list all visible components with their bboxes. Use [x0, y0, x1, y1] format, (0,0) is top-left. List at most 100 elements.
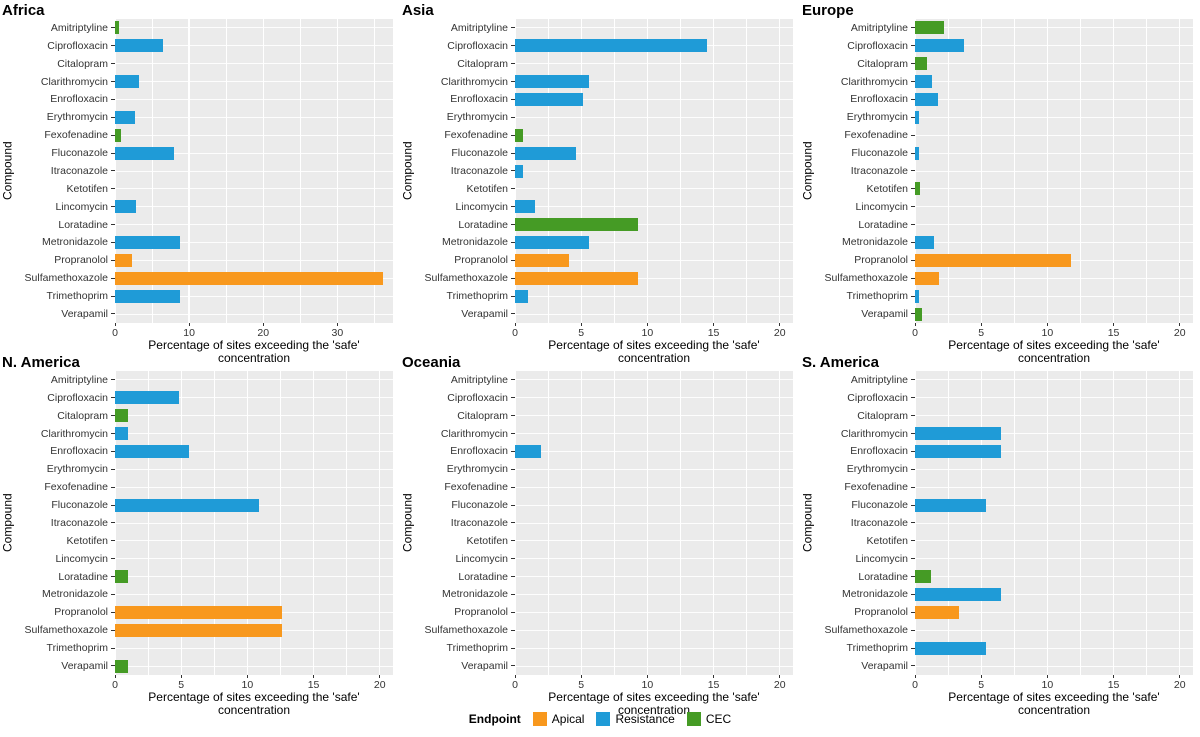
horizontal-gridline — [515, 63, 793, 65]
horizontal-gridline — [115, 170, 393, 172]
y-axis-row: Metronidazole — [15, 234, 115, 252]
y-tick-mark — [511, 379, 515, 381]
bar-clarithromycin — [915, 427, 1002, 441]
compound-label: Enrofloxacin — [450, 445, 508, 458]
bar-citalopram — [915, 57, 927, 71]
y-tick-mark — [111, 415, 115, 417]
y-axis-row: Fexofenadine — [15, 126, 115, 144]
bar-loratadine — [115, 570, 129, 584]
y-tick-mark — [511, 415, 515, 417]
horizontal-gridline — [915, 152, 1193, 154]
compound-label: Clarithromycin — [840, 427, 908, 440]
y-axis-row: Amitriptyline — [15, 19, 115, 37]
horizontal-gridline — [515, 397, 793, 399]
y-tick-mark — [911, 647, 915, 649]
horizontal-gridline — [515, 540, 793, 542]
y-tick-mark — [511, 486, 515, 488]
y-tick-mark — [911, 611, 915, 613]
bar-propranolol — [915, 253, 1072, 267]
x-tick-label: 0 — [912, 327, 918, 339]
plot-column: 0 5 10 15 20 Percentage of sites exceeding th… — [112, 371, 400, 717]
horizontal-gridline — [515, 415, 793, 417]
panel-title: Asia — [402, 2, 434, 19]
y-axis-row: Enrofloxacin — [415, 91, 515, 109]
y-tick-mark — [111, 665, 115, 667]
x-axis-title: Percentage of sites exceeding the 'safe'… — [548, 690, 760, 717]
y-tick-mark — [111, 486, 115, 488]
y-tick-mark — [511, 241, 515, 243]
compound-label: Erythromycin — [46, 111, 108, 124]
y-axis-row: Sulfamethoxazole — [815, 269, 915, 287]
horizontal-gridline — [915, 134, 1193, 136]
compound-label: Enrofloxacin — [850, 445, 908, 458]
bar-metronidazole — [915, 588, 1002, 602]
bar-lincomycin — [115, 200, 137, 214]
y-tick-mark — [911, 81, 915, 83]
compound-label: Fexofenadine — [444, 481, 508, 494]
y-axis-title: Compound — [0, 493, 15, 553]
x-tick-mark — [180, 675, 182, 678]
bar-clarithromycin — [515, 75, 590, 89]
y-axis-row: Metronidazole — [15, 586, 115, 604]
compound-label: Fexofenadine — [444, 129, 508, 142]
y-axis-row: Amitriptyline — [15, 371, 115, 389]
y-tick-mark — [111, 27, 115, 29]
y-tick-mark — [111, 98, 115, 100]
y-tick-mark — [111, 170, 115, 172]
horizontal-gridline — [115, 522, 393, 524]
bar-erythromycin — [915, 110, 919, 124]
y-tick-mark — [511, 45, 515, 47]
chart-panel: Asia Compound Amitriptyline Ciprofloxacin Ci… — [400, 0, 800, 365]
compound-label: Propranolol — [454, 254, 508, 267]
horizontal-gridline — [515, 665, 793, 667]
y-axis-row: Ciprofloxacin — [815, 37, 915, 55]
y-axis-row: Ciprofloxacin — [15, 37, 115, 55]
y-axis-row: Metronidazole — [415, 586, 515, 604]
y-axis-row: Sulfamethoxazole — [415, 269, 515, 287]
compound-label: Erythromycin — [846, 111, 908, 124]
x-tick-label: 0 — [512, 327, 518, 339]
y-axis-row: Itraconazole — [415, 514, 515, 532]
y-tick-mark — [911, 468, 915, 470]
panel-body: Compound Amitriptyline Ciprofloxacin Citalo… — [400, 371, 800, 717]
y-axis-row: Fexofenadine — [415, 126, 515, 144]
x-tick-label: 20 — [773, 327, 786, 339]
compound-label: Erythromycin — [846, 463, 908, 476]
x-tick-label: 30 — [331, 327, 344, 339]
y-axis-row: Sulfamethoxazole — [415, 621, 515, 639]
y-axis-row: Metronidazole — [815, 586, 915, 604]
horizontal-gridline — [915, 116, 1193, 118]
bar-metronidazole — [915, 236, 934, 250]
y-axis-row: Trimethoprim — [15, 287, 115, 305]
panel-body: Compound Amitriptyline Ciprofloxacin Citalo… — [0, 371, 400, 717]
y-tick-mark — [911, 379, 915, 381]
horizontal-gridline — [515, 576, 793, 578]
chart-panel: Oceania Compound Amitriptyline Ciprofloxaci… — [400, 352, 800, 717]
y-tick-mark — [111, 206, 115, 208]
compound-label: Fluconazole — [451, 147, 508, 160]
compound-label: Sulfamethoxazole — [24, 272, 108, 285]
y-tick-mark — [511, 206, 515, 208]
horizontal-gridline — [115, 397, 393, 399]
x-tick-mark — [1046, 675, 1048, 678]
horizontal-gridline — [515, 295, 793, 297]
bar-sulfamethoxazole — [115, 271, 384, 285]
compound-label: Propranolol — [854, 606, 908, 619]
y-axis-row: Trimethoprim — [15, 639, 115, 657]
y-axis-row: Ketotifen — [15, 180, 115, 198]
y-axis-row: Propranolol — [815, 603, 915, 621]
y-axis-row: Enrofloxacin — [815, 443, 915, 461]
y-axis-row: Propranolol — [15, 603, 115, 621]
x-tick-mark — [1179, 675, 1181, 678]
y-axis-row: Propranolol — [415, 603, 515, 621]
x-tick-label: 5 — [578, 679, 585, 691]
bar-ciprofloxacin — [515, 39, 707, 53]
compound-label: Ciprofloxacin — [847, 39, 908, 52]
bar-fluconazole — [515, 146, 576, 160]
panel-title: Oceania — [402, 354, 461, 371]
y-axis-row: Loratadine — [15, 216, 115, 234]
compound-label: Clarithromycin — [440, 75, 508, 88]
compound-label: Ketotifen — [66, 534, 108, 547]
y-tick-mark — [911, 504, 915, 506]
bar-metronidazole — [115, 236, 181, 250]
